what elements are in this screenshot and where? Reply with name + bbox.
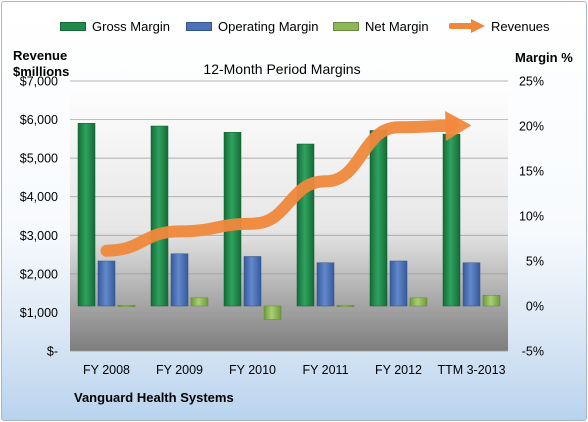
legend-item-net-margin: Net Margin — [333, 15, 429, 37]
legend-item-gross-margin: Gross Margin — [60, 15, 170, 37]
bar-operating-margin — [170, 253, 189, 307]
bar-operating-margin — [389, 260, 408, 307]
y-right-tick-label: 15% — [519, 165, 544, 179]
y-left-tick-label: $1,000 — [20, 306, 58, 320]
chart-legend: Gross Margin Operating Margin Net Margin… — [2, 15, 586, 37]
y-left-tick-label: $- — [47, 345, 58, 359]
bar-operating-margin — [97, 260, 116, 307]
right-axis-title: Margin % — [515, 50, 573, 65]
legend-label-gross-margin: Gross Margin — [92, 18, 171, 34]
company-name: Vanguard Health Systems — [74, 390, 234, 405]
legend-label-net-margin: Net Margin — [365, 18, 429, 34]
bar-gross-margin — [296, 143, 315, 307]
bar-net-margin — [336, 305, 355, 307]
legend-swatch-gross-margin — [60, 21, 86, 31]
left-axis-title-line2: $millions — [13, 64, 70, 79]
bar-gross-margin — [150, 125, 169, 307]
y-right-tick-label: 10% — [519, 210, 544, 224]
y-left-tick-label: $2,000 — [20, 267, 58, 281]
bar-net-margin — [190, 297, 209, 307]
legend-arrow-revenues — [449, 19, 485, 33]
x-tick-label: FY 2012 — [375, 363, 422, 377]
x-tick-label: TTM 3-2013 — [437, 363, 505, 377]
bar-net-margin — [482, 294, 501, 307]
y-left-tick-label: $3,000 — [20, 229, 58, 243]
y-right-tick-label: 20% — [519, 120, 544, 134]
left-axis-title: Revenue $millions — [13, 48, 69, 80]
bar-operating-margin — [243, 256, 262, 307]
bar-net-margin — [117, 305, 136, 307]
y-left-tick-label: $7,000 — [20, 75, 58, 89]
bar-net-margin — [409, 297, 428, 307]
legend-label-operating-margin: Operating Margin — [218, 18, 319, 34]
chart-title: 12-Month Period Margins — [203, 61, 360, 77]
y-left-tick-label: $6,000 — [20, 113, 58, 127]
legend-swatch-net-margin — [333, 21, 359, 31]
x-tick-label: FY 2011 — [302, 363, 348, 377]
x-tick-label: FY 2008 — [83, 363, 130, 377]
y-right-tick-label: 5% — [526, 255, 544, 269]
bar-net-margin — [263, 305, 282, 320]
revenue-arrowhead — [445, 111, 472, 142]
legend-item-operating-margin: Operating Margin — [186, 15, 318, 37]
y-left-tick-label: $5,000 — [20, 152, 58, 166]
bar-gross-margin — [442, 133, 461, 307]
x-tick-label: FY 2010 — [229, 363, 276, 377]
legend-label-revenues: Revenues — [491, 18, 550, 34]
bar-gross-margin — [77, 123, 96, 307]
y-right-tick-label: 0% — [526, 300, 544, 314]
legend-swatch-operating-margin — [186, 21, 212, 31]
bar-gross-margin — [369, 130, 388, 307]
x-tick-label: FY 2009 — [156, 363, 203, 377]
bar-operating-margin — [316, 262, 335, 307]
y-right-tick-label: -5% — [522, 345, 544, 359]
left-axis-title-line1: Revenue — [13, 48, 68, 63]
bar-operating-margin — [462, 262, 481, 307]
y-right-tick-label: 25% — [519, 75, 544, 89]
y-left-tick-label: $4,000 — [20, 190, 58, 204]
legend-item-revenues: Revenues — [449, 15, 550, 37]
